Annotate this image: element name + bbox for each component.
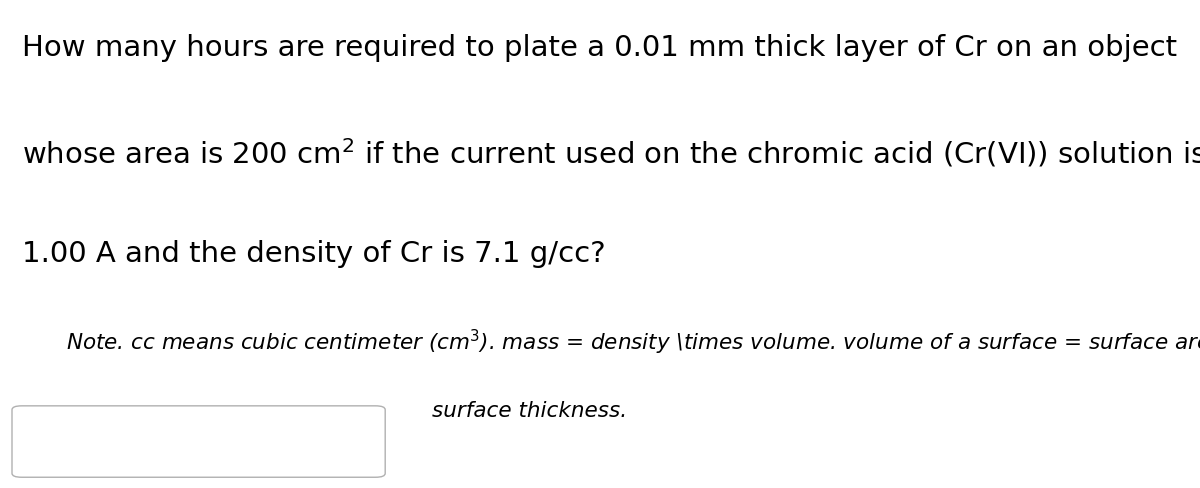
FancyBboxPatch shape: [12, 406, 385, 477]
Text: Note. cc means cubic centimeter (cm$^3$). mass = density \times volume. volume o: Note. cc means cubic centimeter (cm$^3$)…: [66, 327, 1200, 356]
Text: surface thickness.: surface thickness.: [432, 400, 628, 420]
Text: How many hours are required to plate a 0.01 mm thick layer of Cr on an object: How many hours are required to plate a 0…: [22, 34, 1177, 62]
Text: whose area is 200 cm$^2$ if the current used on the chromic acid (Cr(VI)) soluti: whose area is 200 cm$^2$ if the current …: [22, 137, 1200, 169]
Text: 1.00 A and the density of Cr is 7.1 g/cc?: 1.00 A and the density of Cr is 7.1 g/cc…: [22, 239, 605, 267]
